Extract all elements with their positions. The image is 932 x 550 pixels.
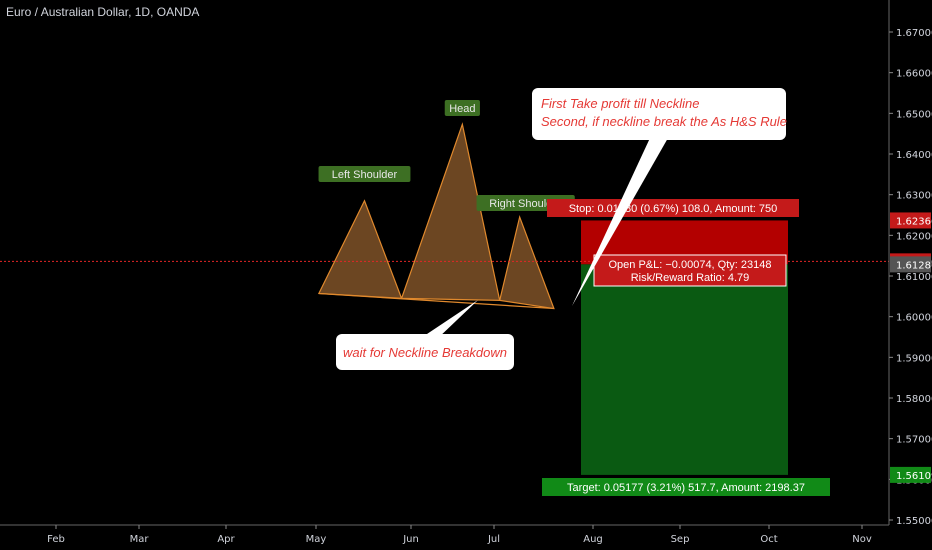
price-tick-label: 1.58000 (896, 394, 932, 405)
price-tick-label: 1.64000 (896, 150, 932, 161)
time-tick-label: May (306, 534, 327, 545)
stop-price-tag (890, 212, 931, 229)
head-label-text: Head (449, 103, 475, 115)
take-profit-callout-box (532, 88, 786, 140)
right-shoulder-triangle (498, 214, 555, 310)
neckline (318, 292, 554, 310)
entry-price-tag (890, 256, 931, 273)
stop-label-bg (547, 199, 799, 217)
left-shoulder-label-text: Left Shoulder (332, 169, 398, 181)
time-tick-label: Feb (47, 534, 65, 545)
price-tick-label: 1.61000 (896, 272, 932, 283)
left-shoulder-label: Left Shoulder (318, 166, 411, 182)
time-tick-label: Nov (852, 534, 872, 545)
price-tick-label: 1.66000 (896, 69, 932, 80)
time-tick-label: Jul (487, 534, 500, 545)
symbol-title: Euro / Australian Dollar, 1D, OANDA (6, 5, 200, 19)
target-price-tag-text: 1.56109 (896, 471, 932, 482)
time-tick-label: Apr (217, 534, 235, 545)
time-tick-label: Jun (402, 534, 419, 545)
price-tick-label: 1.62000 (896, 231, 932, 242)
take-profit-callout-line2: Second, if neckline break the As H&S Rul… (541, 114, 787, 129)
pnl-label-text-0: Open P&L: −0.00074, Qty: 23148 (609, 259, 772, 271)
neckline-callout: wait for Neckline Breakdown (336, 300, 514, 370)
left-shoulder-triangle (317, 199, 403, 300)
target-price-tag (890, 466, 931, 483)
time-tick-label: Aug (583, 534, 603, 545)
target-label: Target: 0.05177 (3.21%) 517.7, Amount: 2… (542, 478, 830, 496)
take-profit-zone (581, 264, 788, 475)
price-tick-label: 1.65000 (896, 109, 932, 120)
chart-overlays: Stop: 0.01080 (0.67%) 108.0, Amount: 750… (0, 88, 889, 496)
stop-label-text-0: Stop: 0.01080 (0.67%) 108.0, Amount: 750 (569, 203, 778, 215)
time-tick-label: Oct (760, 534, 777, 545)
price-tick-label: 1.60000 (896, 313, 932, 324)
price-tick-label: 1.57000 (896, 435, 932, 446)
take-profit-callout: First Take profit till Neckline Second, i… (532, 88, 787, 306)
head-label-bg (444, 100, 480, 116)
take-profit-callout-pointer (572, 138, 668, 306)
price-axis-bg (889, 0, 932, 550)
left-shoulder-label-bg (318, 166, 411, 182)
pnl-label: Open P&L: −0.00074, Qty: 23148Risk/Rewar… (593, 254, 787, 287)
target-label-bg (542, 478, 830, 496)
head-triangle (400, 122, 501, 302)
neckline-callout-box (336, 334, 514, 370)
price-tick-label: 1.63000 (896, 191, 932, 202)
position-zones (581, 220, 788, 475)
time-tick-label: Mar (130, 534, 150, 545)
pnl-label-text-1: Risk/Reward Ratio: 4.79 (631, 272, 750, 284)
target-label-text-0: Target: 0.05177 (3.21%) 517.7, Amount: 2… (567, 482, 805, 494)
stop-label: Stop: 0.01080 (0.67%) 108.0, Amount: 750 (547, 199, 799, 217)
time-tick-label: Sep (671, 534, 690, 545)
take-profit-callout-line1: First Take profit till Neckline (541, 96, 699, 111)
head-and-shoulders-pattern: Left Shoulder Head Right Shoulder (317, 100, 575, 310)
head-label: Head (444, 100, 480, 116)
price-tick-label: 1.55000 (896, 516, 932, 527)
entry-price-tag-text: 1.61286 (896, 260, 932, 271)
right-shoulder-label-text: Right Shoulder (489, 198, 562, 210)
price-tick-label: 1.59000 (896, 353, 932, 364)
pnl-label-bg (593, 254, 787, 287)
stop-price-tag-text: 1.62366 (896, 216, 932, 227)
price-tick-label: 1.67000 (896, 28, 932, 39)
neckline-callout-text: wait for Neckline Breakdown (343, 345, 507, 360)
neckline-callout-pointer (418, 300, 478, 340)
